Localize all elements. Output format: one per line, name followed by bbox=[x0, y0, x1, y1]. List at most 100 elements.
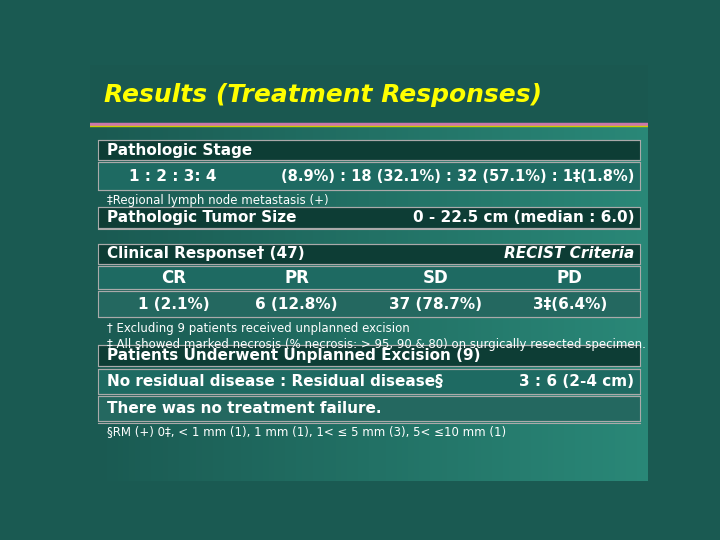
Bar bbox=[99, 244, 639, 265]
Bar bbox=[637, 65, 642, 481]
Bar bbox=[224, 65, 230, 481]
Text: (8.9%) : 18 (32.1%) : 32 (57.1%) : 1‡(1.8%): (8.9%) : 18 (32.1%) : 32 (57.1%) : 1‡(1.… bbox=[281, 168, 634, 184]
Text: 1 (2.1%): 1 (2.1%) bbox=[138, 297, 210, 312]
Bar bbox=[99, 266, 639, 289]
Bar bbox=[413, 65, 419, 481]
Bar bbox=[112, 65, 118, 481]
Bar bbox=[503, 65, 508, 481]
Bar bbox=[464, 65, 469, 481]
Bar bbox=[547, 65, 553, 481]
Bar bbox=[514, 65, 520, 481]
Bar bbox=[96, 65, 101, 481]
Bar bbox=[207, 65, 213, 481]
Bar bbox=[498, 65, 503, 481]
Text: Patients Underwent Unplanned Excision (9): Patients Underwent Unplanned Excision (9… bbox=[107, 348, 480, 363]
Text: Clinical Response† (47): Clinical Response† (47) bbox=[107, 246, 305, 261]
Bar bbox=[341, 65, 347, 481]
Bar bbox=[168, 65, 174, 481]
Bar bbox=[475, 65, 481, 481]
Bar bbox=[492, 65, 498, 481]
Bar bbox=[364, 65, 369, 481]
Bar bbox=[218, 65, 224, 481]
Bar bbox=[441, 65, 447, 481]
Text: §RM (+) 0‡, < 1 mm (1), 1 mm (1), 1< ≤ 5 mm (3), 5< ≤10 mm (1): §RM (+) 0‡, < 1 mm (1), 1 mm (1), 1< ≤ 5… bbox=[107, 426, 506, 438]
Bar bbox=[163, 65, 168, 481]
Bar bbox=[598, 65, 603, 481]
Bar bbox=[145, 65, 151, 481]
Bar bbox=[252, 65, 258, 481]
Bar bbox=[531, 65, 536, 481]
Bar bbox=[280, 65, 285, 481]
Bar bbox=[330, 65, 336, 481]
Bar bbox=[570, 65, 575, 481]
Bar bbox=[374, 65, 380, 481]
Bar bbox=[124, 65, 129, 481]
Bar bbox=[453, 65, 458, 481]
Bar bbox=[408, 65, 413, 481]
Text: No residual disease : Residual disease§: No residual disease : Residual disease§ bbox=[107, 374, 443, 389]
Bar bbox=[258, 65, 263, 481]
Bar bbox=[553, 65, 559, 481]
Bar bbox=[99, 369, 639, 394]
Bar bbox=[347, 65, 352, 481]
Bar bbox=[213, 65, 218, 481]
Bar bbox=[297, 65, 302, 481]
Bar bbox=[99, 292, 639, 317]
Bar bbox=[436, 65, 441, 481]
Bar bbox=[151, 65, 157, 481]
Text: Pathologic Stage: Pathologic Stage bbox=[107, 143, 252, 158]
Text: RECIST Criteria: RECIST Criteria bbox=[504, 246, 634, 261]
Text: PD: PD bbox=[557, 269, 582, 287]
Text: 3 : 6 (2-4 cm): 3 : 6 (2-4 cm) bbox=[519, 374, 634, 389]
Bar bbox=[140, 65, 145, 481]
Bar bbox=[324, 65, 330, 481]
Bar bbox=[107, 65, 112, 481]
Bar bbox=[386, 65, 392, 481]
Bar bbox=[603, 65, 609, 481]
Bar bbox=[631, 65, 637, 481]
Bar bbox=[536, 65, 542, 481]
Bar bbox=[431, 65, 436, 481]
Bar bbox=[99, 346, 639, 366]
Bar bbox=[526, 65, 531, 481]
Bar bbox=[174, 65, 179, 481]
Bar bbox=[196, 65, 202, 481]
Bar bbox=[593, 65, 598, 481]
Bar bbox=[263, 65, 269, 481]
Text: ‡ All showed marked necrosis (% necrosis: > 95, 90 & 80) on surgically resected : ‡ All showed marked necrosis (% necrosis… bbox=[107, 338, 646, 351]
Text: SD: SD bbox=[423, 269, 449, 287]
Bar bbox=[508, 65, 514, 481]
Text: 0 - 22.5 cm (median : 6.0): 0 - 22.5 cm (median : 6.0) bbox=[413, 210, 634, 225]
Bar bbox=[157, 65, 163, 481]
Bar bbox=[626, 65, 631, 481]
Bar bbox=[402, 65, 408, 481]
Bar bbox=[419, 65, 425, 481]
Bar bbox=[581, 65, 587, 481]
Bar bbox=[481, 65, 486, 481]
Text: 3‡(6.4%): 3‡(6.4%) bbox=[533, 297, 607, 312]
Bar bbox=[246, 65, 252, 481]
Bar bbox=[469, 65, 475, 481]
Bar bbox=[352, 65, 358, 481]
Bar bbox=[615, 65, 620, 481]
Bar bbox=[313, 65, 319, 481]
Bar bbox=[285, 65, 291, 481]
Bar bbox=[190, 65, 196, 481]
Bar bbox=[642, 65, 648, 481]
Bar bbox=[99, 396, 639, 421]
Bar bbox=[269, 65, 274, 481]
Bar bbox=[230, 65, 235, 481]
Text: ‡Regional lymph node metastasis (+): ‡Regional lymph node metastasis (+) bbox=[107, 194, 328, 207]
Bar bbox=[609, 65, 615, 481]
Bar bbox=[620, 65, 626, 481]
Text: Pathologic Tumor Size: Pathologic Tumor Size bbox=[107, 210, 296, 225]
Bar bbox=[240, 65, 246, 481]
Bar bbox=[118, 65, 124, 481]
Bar bbox=[559, 65, 564, 481]
Text: 37 (78.7%): 37 (78.7%) bbox=[390, 297, 482, 312]
Bar bbox=[425, 65, 431, 481]
Bar bbox=[99, 162, 639, 191]
Text: There was no treatment failure.: There was no treatment failure. bbox=[107, 401, 382, 416]
Bar bbox=[302, 65, 307, 481]
Bar bbox=[99, 207, 639, 228]
